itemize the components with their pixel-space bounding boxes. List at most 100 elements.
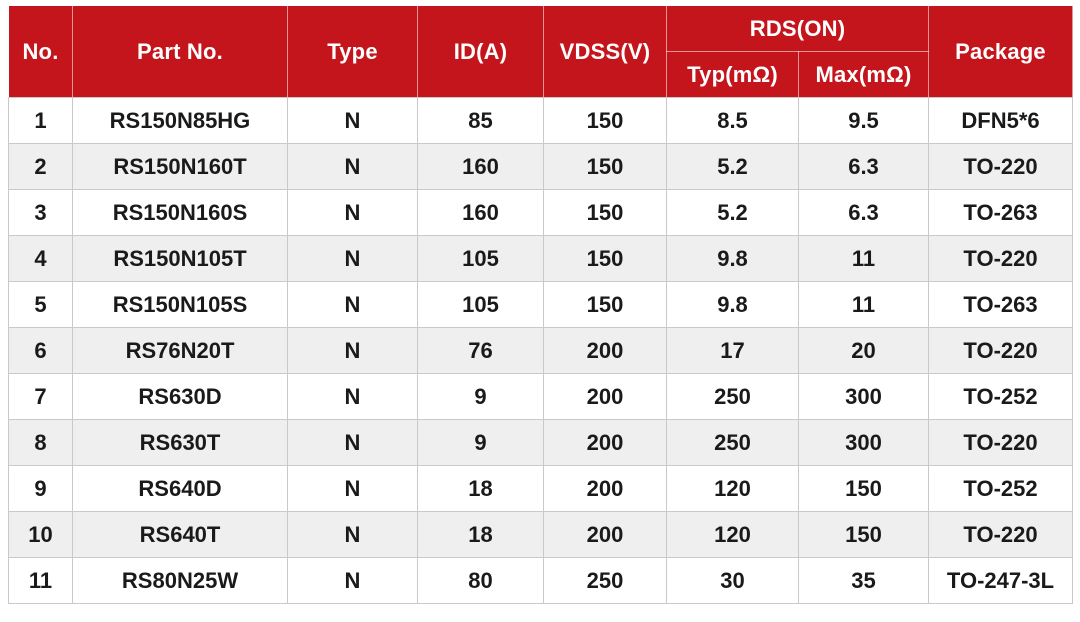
col-header-no: No. (8, 5, 73, 98)
table-cell: RS150N160T (72, 143, 288, 190)
table-cell: N (287, 189, 418, 236)
table-row: 10 RS640T N 18 200 120 150 TO-220 (8, 511, 1074, 558)
table-cell: 105 (417, 235, 544, 282)
table-cell: 80 (417, 557, 544, 604)
table-cell: 250 (666, 419, 799, 466)
table-cell: N (287, 327, 418, 374)
table-cell: RS80N25W (72, 557, 288, 604)
table-cell: TO-263 (928, 281, 1074, 328)
table-cell: 9.8 (666, 235, 799, 282)
table-cell: 5.2 (666, 189, 799, 236)
table-cell: RS150N105S (72, 281, 288, 328)
table-cell: TO-220 (928, 511, 1074, 558)
table-cell: 9.8 (666, 281, 799, 328)
table-cell: TO-220 (928, 235, 1074, 282)
table-cell: 18 (417, 511, 544, 558)
table-cell: TO-252 (928, 373, 1074, 420)
table-cell: 150 (543, 143, 667, 190)
col-header-type: Type (287, 5, 418, 98)
table-cell: DFN5*6 (928, 97, 1074, 144)
header-row-sub: Typ(mΩ) Max(mΩ) (9, 51, 1073, 98)
table-cell: TO-220 (928, 143, 1074, 190)
table-cell: RS150N85HG (72, 97, 288, 144)
table-cell: N (287, 281, 418, 328)
table-cell: 1 (8, 97, 73, 144)
table-cell: 11 (797, 235, 930, 282)
table-cell: 2 (8, 143, 73, 190)
header-row-main: No. Part No. Type ID(A) VDSS(V) RDS(ON) … (8, 5, 1074, 98)
table-cell: 5 (8, 281, 73, 328)
table-cell: 150 (543, 235, 667, 282)
table-cell: RS630D (72, 373, 288, 420)
table-row: 11 RS80N25W N 80 250 30 35 TO-247-3L (8, 557, 1074, 604)
table-cell: TO-220 (928, 419, 1074, 466)
col-header-rds-typ: Typ(mΩ) (666, 51, 799, 98)
table-cell: 200 (543, 511, 667, 558)
table-cell: N (287, 557, 418, 604)
table-cell: 200 (543, 465, 667, 512)
table-cell: 4 (8, 235, 73, 282)
table-body: 1 RS150N85HG N 85 150 8.5 9.5 DFN5*6 2 RS150N160T… (8, 97, 1074, 604)
col-header-id: ID(A) (417, 5, 544, 98)
table-cell: 35 (797, 557, 930, 604)
table-cell: 30 (666, 557, 799, 604)
table-cell: 85 (417, 97, 544, 144)
table-cell: 120 (666, 511, 799, 558)
table-cell: TO-252 (928, 465, 1074, 512)
table-cell: N (287, 465, 418, 512)
table-cell: 200 (543, 327, 667, 374)
table-cell: 300 (797, 419, 930, 466)
table-cell: 11 (797, 281, 930, 328)
table-header: No. Part No. Type ID(A) VDSS(V) RDS(ON) … (8, 5, 1074, 98)
table-cell: N (287, 143, 418, 190)
table-cell: RS640T (72, 511, 288, 558)
table-cell: 6.3 (797, 189, 930, 236)
col-header-package: Package (928, 5, 1074, 98)
table-cell: N (287, 235, 418, 282)
table-cell: 160 (417, 143, 544, 190)
table-cell: 17 (666, 327, 799, 374)
table-row: 4 RS150N105T N 105 150 9.8 11 TO-220 (8, 235, 1074, 282)
table-cell: 6.3 (797, 143, 930, 190)
table-cell: 150 (543, 281, 667, 328)
table-cell: 9.5 (797, 97, 930, 144)
table-cell: 250 (666, 373, 799, 420)
table-cell: 150 (797, 465, 930, 512)
table-cell: 105 (417, 281, 544, 328)
table-row: 8 RS630T N 9 200 250 300 TO-220 (8, 419, 1074, 466)
table-row: 1 RS150N85HG N 85 150 8.5 9.5 DFN5*6 (8, 97, 1074, 144)
table-cell: RS640D (72, 465, 288, 512)
mosfet-spec-table: No. Part No. Type ID(A) VDSS(V) RDS(ON) … (8, 5, 1074, 604)
table-cell: 76 (417, 327, 544, 374)
table-cell: 6 (8, 327, 73, 374)
col-header-rds-on: RDS(ON) (665, 5, 930, 52)
table-cell: 200 (543, 419, 667, 466)
table-cell: RS150N160S (72, 189, 288, 236)
col-header-part-no: Part No. (72, 5, 288, 98)
table-row: 2 RS150N160T N 160 150 5.2 6.3 TO-220 (8, 143, 1074, 190)
table-cell: TO-220 (928, 327, 1074, 374)
table-cell: N (287, 97, 418, 144)
col-header-rds-max: Max(mΩ) (797, 51, 930, 98)
table-cell: RS630T (72, 419, 288, 466)
table-cell: 18 (417, 465, 544, 512)
table-cell: 11 (8, 557, 73, 604)
table-row: 6 RS76N20T N 76 200 17 20 TO-220 (8, 327, 1074, 374)
table-row: 3 RS150N160S N 160 150 5.2 6.3 TO-263 (8, 189, 1074, 236)
table-cell: TO-263 (928, 189, 1074, 236)
table-cell: TO-247-3L (928, 557, 1074, 604)
table-cell: RS150N105T (72, 235, 288, 282)
table-cell: N (287, 511, 418, 558)
table-cell: N (287, 373, 418, 420)
table-cell: 150 (797, 511, 930, 558)
table-cell: 9 (8, 465, 73, 512)
table-cell: 300 (797, 373, 930, 420)
table-cell: 10 (8, 511, 73, 558)
table-row: 7 RS630D N 9 200 250 300 TO-252 (8, 373, 1074, 420)
table-cell: 8.5 (666, 97, 799, 144)
table-cell: N (287, 419, 418, 466)
table-cell: 200 (543, 373, 667, 420)
table-cell: 5.2 (666, 143, 799, 190)
table-cell: RS76N20T (72, 327, 288, 374)
